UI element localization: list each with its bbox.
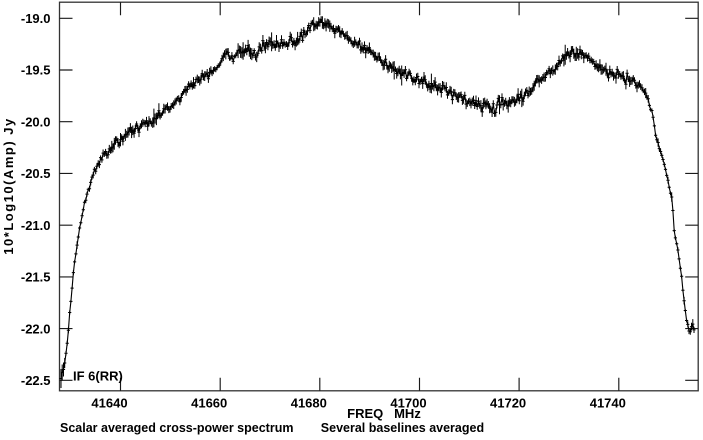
svg-text:-21.5: -21.5 xyxy=(21,270,51,285)
svg-text:IF 6(RR): IF 6(RR) xyxy=(73,369,123,384)
svg-text:41720: 41720 xyxy=(490,396,526,411)
svg-text:10*Log10(Amp) Jy: 10*Log10(Amp) Jy xyxy=(1,117,16,254)
svg-text:Several baselines averaged: Several baselines averaged xyxy=(321,421,484,435)
svg-text:Scalar averaged cross-power sp: Scalar averaged cross-power spectrum xyxy=(60,421,293,435)
svg-text:-19.0: -19.0 xyxy=(21,11,51,26)
svg-text:-20.5: -20.5 xyxy=(21,166,51,181)
svg-text:41680: 41680 xyxy=(291,396,327,411)
svg-text:-22.0: -22.0 xyxy=(21,321,51,336)
svg-text:41640: 41640 xyxy=(91,396,127,411)
svg-text:41740: 41740 xyxy=(590,396,626,411)
svg-text:-20.0: -20.0 xyxy=(21,114,51,129)
svg-text:41660: 41660 xyxy=(191,396,227,411)
svg-text:41700: 41700 xyxy=(390,396,426,411)
svg-text:FREQ MHz: FREQ MHz xyxy=(347,406,421,421)
svg-text:-19.5: -19.5 xyxy=(21,63,51,78)
svg-text:-21.0: -21.0 xyxy=(21,218,51,233)
svg-text:-22.5: -22.5 xyxy=(21,373,51,388)
